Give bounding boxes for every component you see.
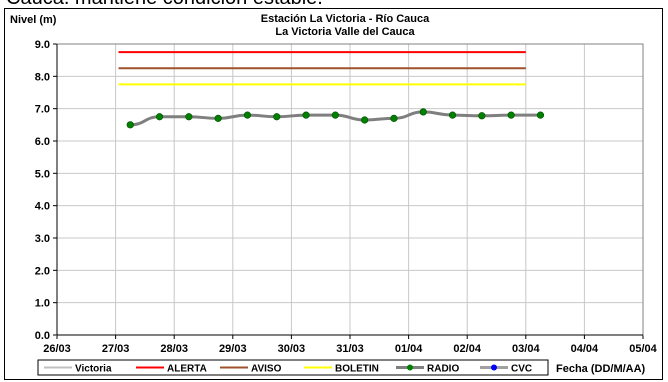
y-tick-label: 3.0 (35, 233, 50, 245)
y-tick-label: 8.0 (35, 71, 50, 83)
x-tick-label: 31/03 (336, 343, 364, 355)
legend-label-boletin: BOLETIN (335, 364, 379, 375)
x-tick-label: 05/04 (629, 343, 657, 355)
y-axis-label: Nivel (m) (10, 14, 57, 26)
data-point (243, 111, 252, 119)
page-caption: Cauca. mantiene condición estable. (6, 0, 323, 10)
chart-subtitle: La Victoria Valle del Cauca (275, 26, 415, 38)
legend-marker-cvc (491, 364, 497, 371)
y-tick-label: 5.0 (35, 168, 50, 180)
legend-label-radio: RADIO (427, 364, 459, 375)
legend-box (37, 359, 549, 376)
legend-label-alerta: ALERTA (167, 364, 207, 375)
x-tick-label: 30/03 (278, 343, 306, 355)
legend-label-aviso: AVISO (251, 364, 282, 375)
x-tick-label: 04/04 (571, 343, 599, 355)
data-point (419, 108, 427, 116)
data-point (302, 111, 310, 119)
y-tick-label: 4.0 (35, 201, 50, 213)
y-tick-label: 6.0 (35, 136, 50, 148)
data-point (448, 111, 457, 119)
y-tick-label: 0.0 (35, 330, 50, 342)
y-tick-label: 2.0 (35, 265, 50, 277)
y-tick-label: 9.0 (35, 39, 50, 51)
x-tick-label: 28/03 (160, 343, 188, 355)
x-tick-label: 03/04 (512, 343, 540, 355)
y-tick-label: 1.0 (35, 298, 50, 310)
data-point (155, 113, 164, 121)
plot-area: 0.0 1.0 2.0 3.0 4.0 5.0 6.0 7.0 8.0 9.0 26/03 27/03… (35, 39, 658, 355)
data-point (273, 113, 281, 121)
data-point (185, 113, 193, 121)
x-tick-label: 26/03 (43, 343, 71, 355)
y-tick-label: 7.0 (35, 104, 50, 116)
data-point (361, 116, 369, 124)
data-point (478, 112, 486, 120)
x-tick-label: 29/03 (219, 343, 247, 355)
x-tick-label: 01/04 (395, 343, 423, 355)
x-tick-label: 02/04 (453, 343, 481, 355)
data-point (331, 111, 339, 119)
data-point (214, 114, 222, 122)
data-point (126, 121, 134, 129)
x-axis-label: Fecha (DD/M/AA) (556, 363, 646, 375)
legend: Victoria ALERTA AVISO BOLETIN RADIO CVC (37, 359, 549, 376)
data-point (507, 111, 515, 119)
x-tick-label: 27/03 (102, 343, 130, 355)
data-point (536, 111, 545, 119)
legend-label-victoria: Victoria (75, 364, 112, 375)
chart-title: Estación La Victoria - Río Cauca (261, 13, 430, 25)
legend-marker-radio (407, 364, 413, 371)
legend-label-cvc: CVC (511, 364, 532, 375)
data-point (390, 114, 398, 122)
